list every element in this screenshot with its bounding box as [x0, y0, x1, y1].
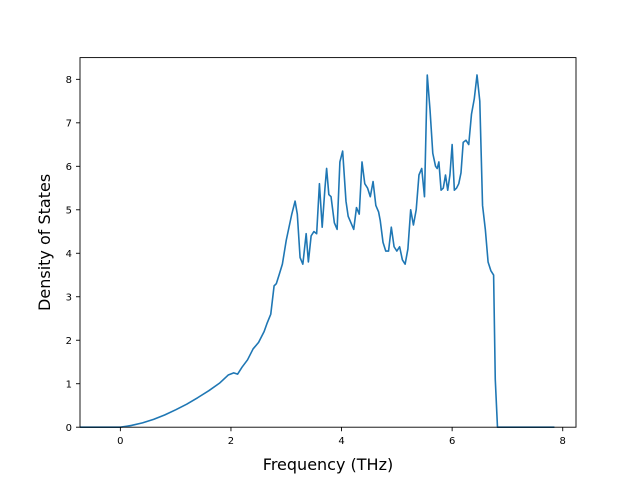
- x-tick-label: 2: [228, 436, 234, 447]
- dos-series-line: [80, 74, 555, 428]
- y-tick-label: 8: [66, 75, 72, 86]
- plot-area: [80, 57, 576, 428]
- y-tick-label: 0: [66, 423, 72, 434]
- y-axis-ticks: 0 1 2 3 4 5 6 7 8: [66, 75, 80, 434]
- y-tick-label: 5: [66, 205, 72, 216]
- x-tick-label: 0: [117, 436, 123, 447]
- y-tick-label: 2: [66, 336, 72, 347]
- x-tick-label: 6: [449, 436, 455, 447]
- y-tick-label: 7: [66, 118, 72, 129]
- y-tick-label: 6: [66, 162, 72, 173]
- x-tick-label: 4: [338, 436, 344, 447]
- y-tick-label: 3: [66, 292, 72, 303]
- y-tick-label: 4: [66, 249, 72, 260]
- y-tick-label: 1: [66, 379, 72, 390]
- x-axis-label: Frequency (THz): [263, 455, 393, 474]
- y-axis-label: Density of States: [35, 174, 54, 311]
- x-axis-ticks: 0 2 4 6 8: [117, 427, 566, 447]
- plot-frame: [79, 57, 577, 428]
- x-tick-label: 8: [560, 436, 566, 447]
